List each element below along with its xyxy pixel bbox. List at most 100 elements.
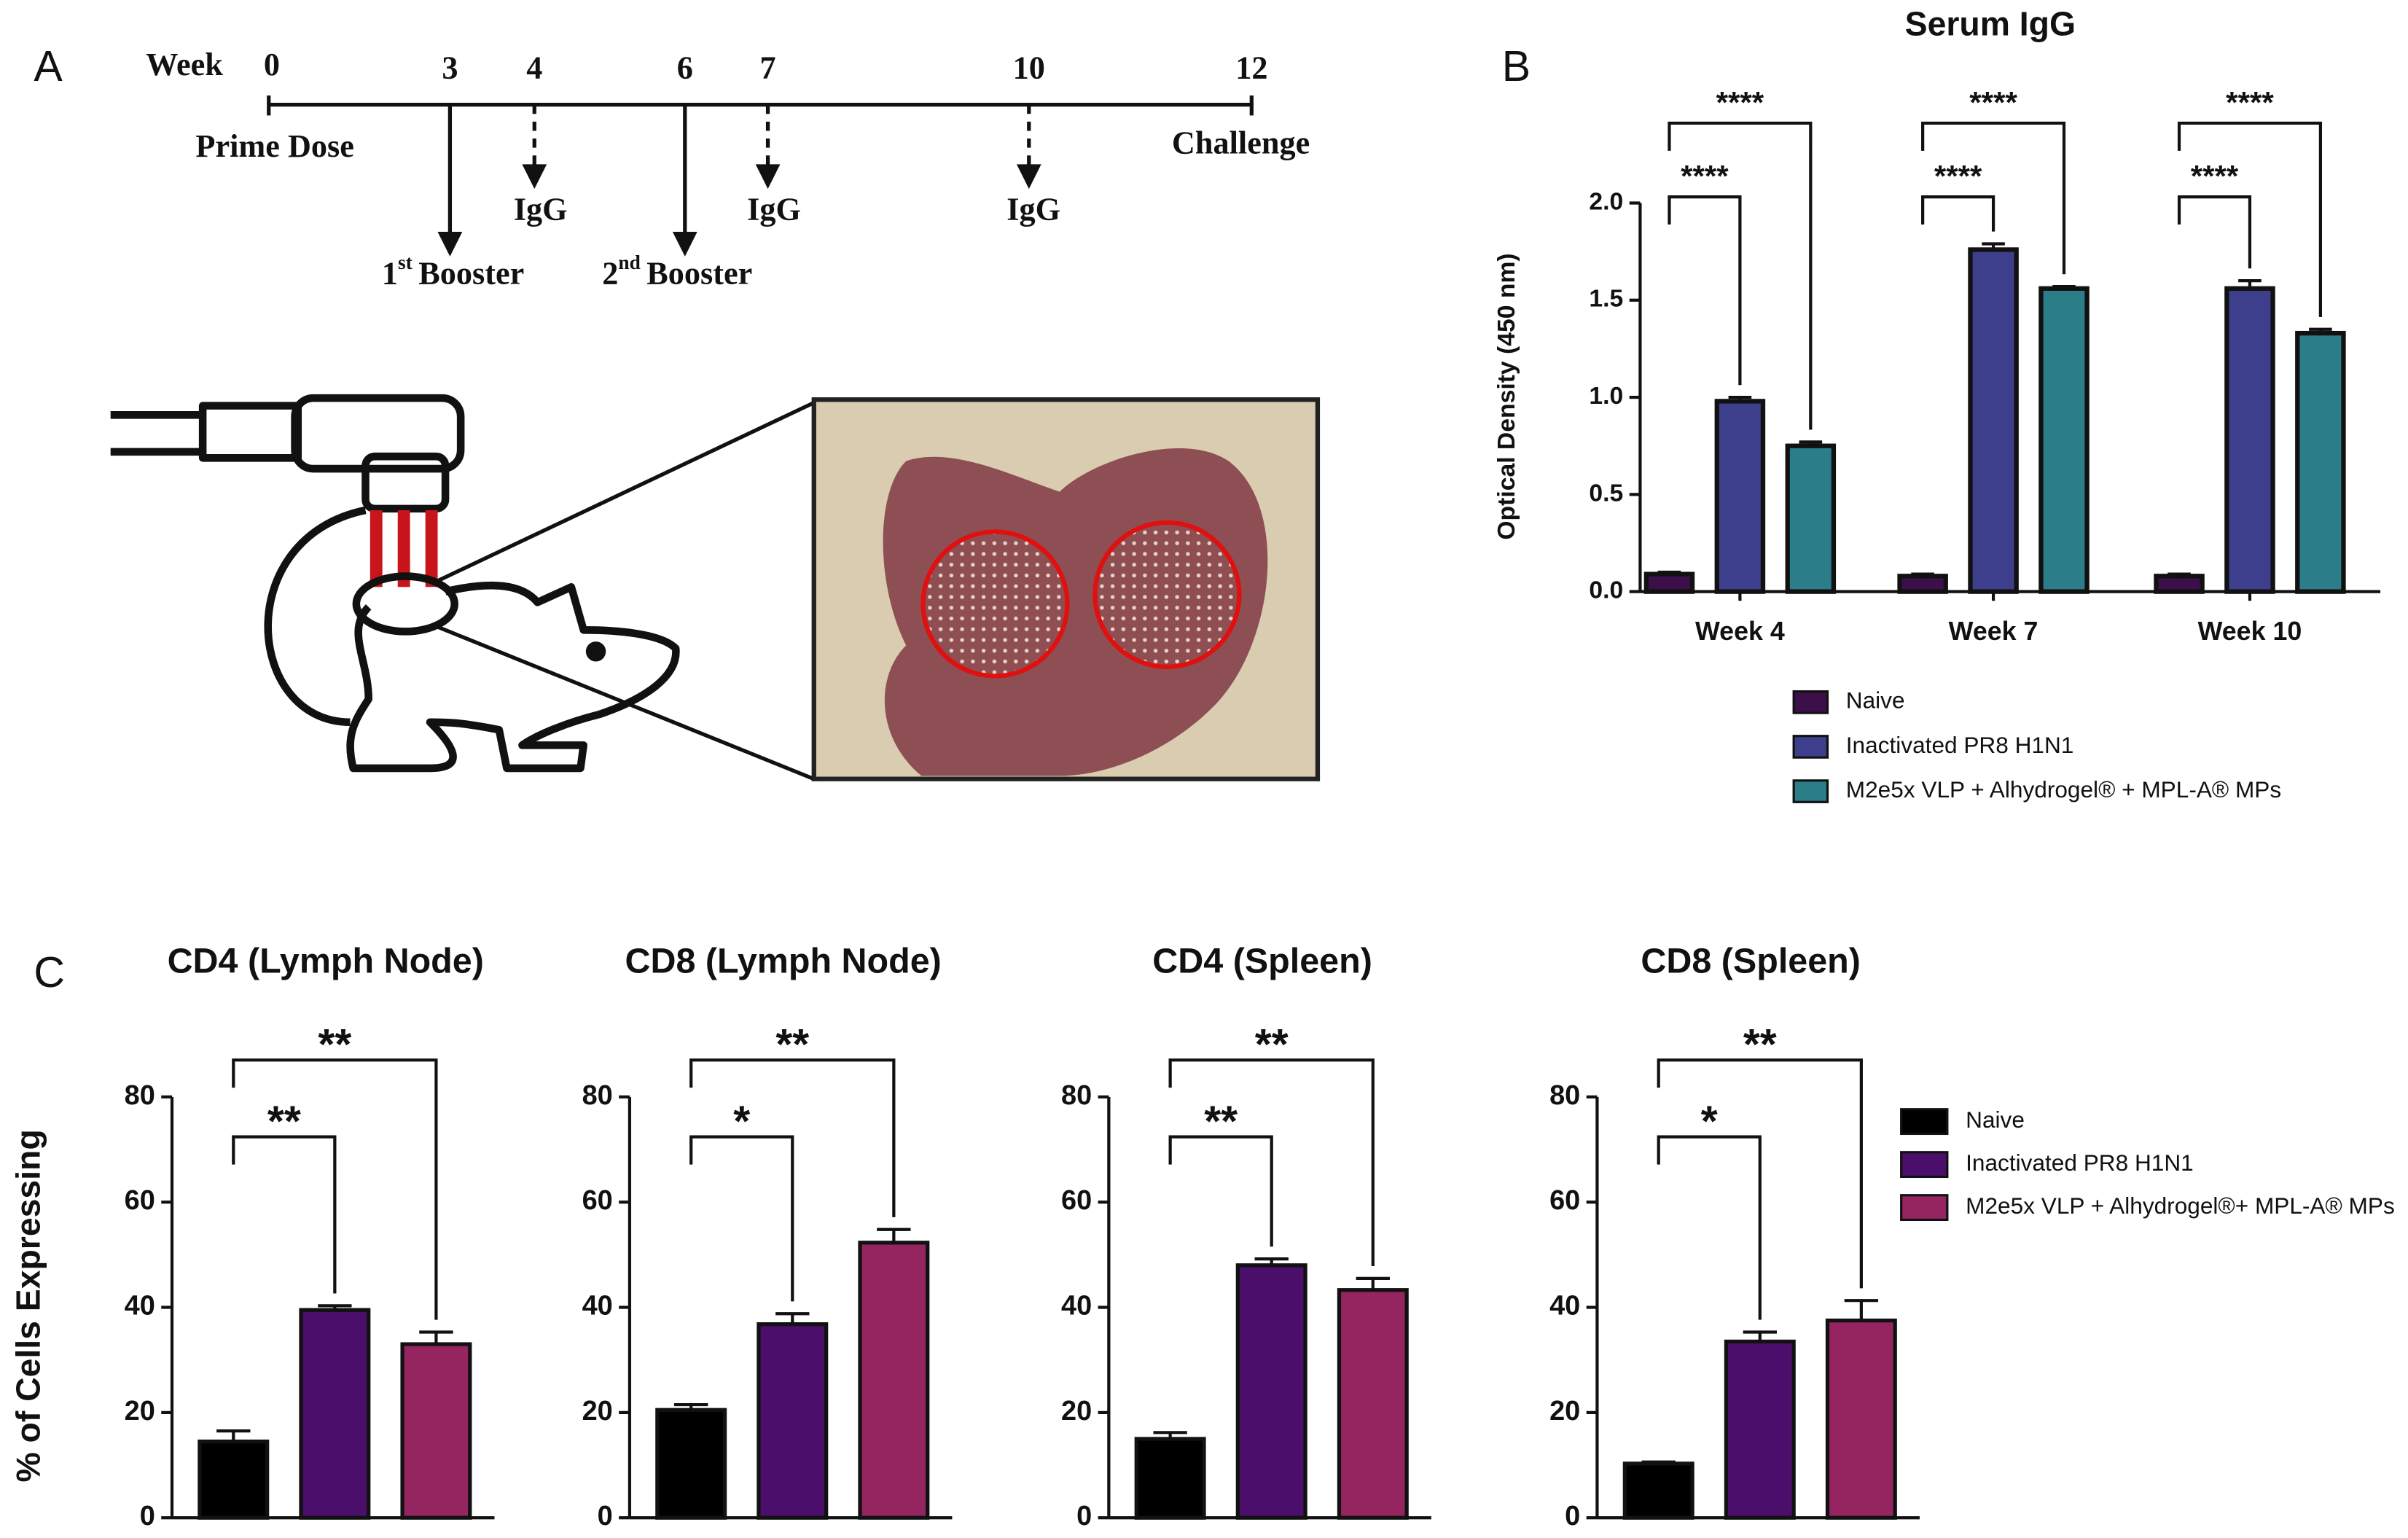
y-tick-label: 60 bbox=[582, 1185, 613, 1216]
significance-label: **** bbox=[1934, 159, 1982, 193]
error-bar bbox=[1982, 242, 2005, 250]
y-tick-label: 40 bbox=[582, 1291, 613, 1322]
arrow-head bbox=[437, 232, 463, 257]
legend-label: M2e5x VLP + Alhydrogel® + MPL-A® MPs bbox=[1846, 776, 2281, 803]
significance-label: ** bbox=[1204, 1097, 1238, 1145]
error-bar bbox=[419, 1330, 453, 1345]
bar bbox=[1825, 1318, 1897, 1520]
arrow-head bbox=[672, 232, 697, 257]
ordinal: 2 bbox=[602, 256, 618, 292]
booster-text: Booster bbox=[646, 256, 752, 292]
x-tick-label: Week 4 bbox=[1695, 617, 1785, 646]
significance-label: ** bbox=[775, 1020, 809, 1069]
y-tick-label: 20 bbox=[1061, 1396, 1092, 1426]
patch-site bbox=[920, 529, 1070, 679]
error-bar bbox=[2309, 327, 2332, 334]
y-tick-label: 80 bbox=[1061, 1080, 1092, 1111]
event-label: 2nd Booster bbox=[602, 251, 752, 292]
significance-bracket bbox=[1168, 1058, 1375, 1267]
bar bbox=[1337, 1288, 1409, 1520]
arrow-head bbox=[1016, 164, 1041, 190]
error-bar bbox=[775, 1312, 810, 1324]
legend-label: Inactivated PR8 H1N1 bbox=[1966, 1149, 2194, 1176]
y-tick-label: 60 bbox=[1061, 1185, 1092, 1216]
significance-label: **** bbox=[2226, 85, 2274, 120]
significance-label: * bbox=[733, 1097, 750, 1145]
y-tick-label: 20 bbox=[1549, 1396, 1580, 1426]
significance-bracket bbox=[1921, 195, 1995, 232]
bar bbox=[757, 1322, 829, 1520]
timeline bbox=[267, 95, 1254, 257]
error-bar bbox=[318, 1304, 352, 1311]
y-axis-label: Optical Density (450 nm) bbox=[1493, 253, 1520, 539]
significance-label: ** bbox=[318, 1020, 351, 1069]
chart-title: CD4 (Spleen) bbox=[1152, 941, 1372, 980]
week: 7 bbox=[760, 50, 776, 85]
photo bbox=[811, 397, 1321, 781]
bar bbox=[858, 1241, 930, 1520]
legend-swatch bbox=[1900, 1151, 1949, 1179]
significance-label: ** bbox=[1743, 1020, 1777, 1069]
event-label: IgG bbox=[747, 191, 801, 227]
panel-label: B bbox=[1502, 42, 1531, 90]
chart-title: CD8 (Spleen) bbox=[1641, 941, 1861, 980]
y-tick-label: 80 bbox=[1549, 1080, 1580, 1111]
x-tick-label: Week 10 bbox=[2198, 617, 2302, 646]
week: 3 bbox=[442, 50, 458, 85]
significance-bracket bbox=[1168, 1135, 1273, 1247]
significance-bracket bbox=[232, 1135, 337, 1294]
bar bbox=[1134, 1437, 1206, 1520]
y-tick-label: 2.0 bbox=[1589, 187, 1623, 215]
error-bar bbox=[1799, 440, 1823, 446]
week: 12 bbox=[1235, 50, 1267, 85]
error-bar bbox=[1911, 572, 1934, 577]
significance-label: **** bbox=[1681, 159, 1729, 193]
significance-bracket bbox=[232, 1058, 438, 1320]
error-bar bbox=[2238, 279, 2262, 289]
chart-title: CD4 (Lymph Node) bbox=[168, 941, 484, 980]
significance-label: ** bbox=[1255, 1020, 1289, 1069]
applicator-tip bbox=[361, 452, 450, 513]
bar bbox=[1714, 399, 1766, 594]
bar bbox=[400, 1342, 472, 1520]
bar bbox=[198, 1439, 270, 1520]
error-bar bbox=[2167, 572, 2191, 577]
zoom-line bbox=[437, 625, 815, 781]
applicator bbox=[291, 394, 465, 473]
event-label: 1st Booster bbox=[382, 251, 524, 292]
bar bbox=[1643, 571, 1695, 594]
week: 0 bbox=[264, 47, 280, 82]
error-bar bbox=[1844, 1299, 1879, 1321]
error-bar bbox=[216, 1429, 251, 1442]
error-bar bbox=[1743, 1330, 1777, 1342]
significance-bracket bbox=[689, 1058, 896, 1217]
mouse-body bbox=[346, 581, 680, 773]
bar bbox=[1724, 1339, 1796, 1520]
legend-swatch bbox=[1900, 1108, 1949, 1136]
significance-bracket bbox=[1921, 121, 2066, 275]
y-tick-label: 0 bbox=[598, 1501, 613, 1531]
y-tick-label: 60 bbox=[125, 1185, 155, 1216]
ordinal: 1 bbox=[382, 256, 398, 292]
significance-bracket bbox=[1668, 195, 1742, 386]
legend-swatch bbox=[1792, 779, 1829, 803]
y-tick-label: 20 bbox=[582, 1396, 613, 1426]
panel-label: A bbox=[34, 42, 63, 90]
legend-label: Naive bbox=[1966, 1106, 2025, 1133]
legend-label: M2e5x VLP + Alhydrogel®+ MPL-A® MPs bbox=[1966, 1192, 2395, 1219]
y-tick-label: 80 bbox=[582, 1080, 613, 1111]
zoom-line bbox=[437, 401, 815, 583]
week: 4 bbox=[526, 50, 542, 85]
significance-bracket bbox=[689, 1135, 794, 1302]
bar bbox=[299, 1308, 371, 1520]
legend-swatch bbox=[1900, 1194, 1949, 1222]
bar bbox=[2038, 286, 2090, 594]
y-axis-label: % of Cells Expressing bbox=[9, 1129, 47, 1482]
applicator-handle bbox=[110, 411, 203, 456]
y-tick-label: 1.0 bbox=[1589, 382, 1623, 410]
legend-label: Naive bbox=[1846, 687, 1905, 714]
panel-label: C bbox=[34, 948, 65, 996]
arrow-head bbox=[755, 164, 781, 190]
charts: Serum IgG Optical Density (450 nm) 0.0 0.5 1… bbox=[9, 4, 2394, 1531]
